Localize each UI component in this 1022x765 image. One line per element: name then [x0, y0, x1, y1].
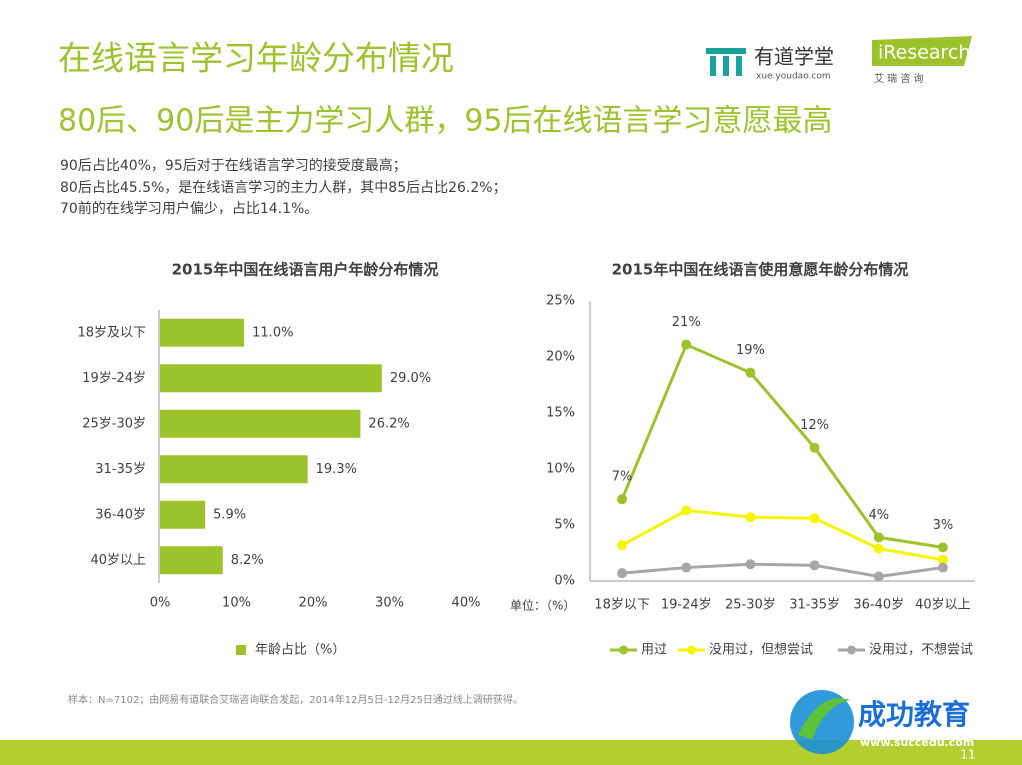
y-tick-label: 25%: [546, 294, 575, 309]
page-number: 11: [960, 748, 975, 762]
bar: [160, 409, 361, 438]
data-label: 26.2%: [368, 416, 409, 431]
data-label: 21%: [672, 315, 701, 330]
y-tick-label: 20%: [546, 350, 575, 365]
point: [873, 571, 884, 582]
legend-marker: [687, 645, 696, 655]
x-tick-label: 20%: [299, 596, 328, 611]
x-tick-label: 25-30岁: [725, 598, 776, 613]
point: [617, 494, 628, 505]
point: [745, 512, 756, 523]
bar: [160, 455, 308, 484]
point: [809, 442, 820, 453]
y-tick-label: 18岁及以下: [77, 325, 146, 340]
y-tick-label: 36-40岁: [95, 507, 146, 522]
bar: [160, 546, 223, 575]
logo-text: iResearch: [878, 42, 970, 64]
bar: [160, 500, 206, 529]
logo-url: www.succedu.com: [860, 736, 974, 749]
series-line: [621, 562, 944, 579]
legend-swatch: [236, 645, 246, 655]
x-tick-label: 40%: [452, 596, 481, 611]
bullet: 70前的在线学习用户偏少，占比14.1%。: [60, 200, 318, 217]
point: [809, 513, 820, 524]
point: [873, 532, 884, 543]
x-tick-label: 31-35岁: [789, 598, 840, 613]
y-tick-label: 19岁-24岁: [82, 371, 146, 386]
data-label: 12%: [800, 418, 829, 433]
y-tick-label: 15%: [546, 406, 575, 421]
x-tick-label: 10%: [222, 596, 251, 611]
bar: [160, 318, 245, 347]
bullet: 80后占比45.5%，是在线语言学习的主力人群，其中85后占比26.2%；: [60, 180, 507, 196]
bar: [160, 364, 382, 393]
point: [681, 339, 692, 350]
legend-label: 没用过，但想尝试: [709, 642, 813, 658]
slide-title: 在线语言学习年龄分布情况: [58, 39, 454, 78]
point: [617, 568, 628, 579]
y-tick-label: 40岁以上: [90, 553, 146, 568]
y-tick-label: 31-35岁: [95, 462, 146, 477]
data-label: 7%: [612, 470, 633, 485]
legend-marker: [847, 645, 856, 655]
data-label: 3%: [933, 518, 954, 533]
logo-text: 成功教育: [858, 698, 970, 731]
point: [937, 554, 948, 565]
succedu-logo: 成功教育 www.succedu.com: [790, 690, 974, 754]
source-note: 样本：N=7102；由网易有道联合艾瑞咨询联合发起，2014年12月5日-12月…: [68, 693, 523, 706]
logo-text: 有道学堂: [754, 45, 834, 69]
point: [809, 560, 820, 571]
legend-label: 用过: [641, 643, 667, 658]
iresearch-logo: iResearch 艾 瑞 咨 询: [872, 36, 972, 85]
point: [937, 562, 948, 573]
x-tick-label: 40岁以上: [915, 598, 971, 613]
x-tick-label: 30%: [375, 596, 404, 611]
y-tick-label: 0%: [554, 574, 575, 589]
point: [681, 562, 692, 573]
point: [873, 543, 884, 554]
data-label: 4%: [868, 508, 889, 523]
data-label: 29.0%: [390, 371, 431, 386]
point: [745, 559, 756, 570]
y-tick-label: 25岁-30岁: [82, 416, 146, 431]
x-tick-label: 19-24岁: [661, 598, 712, 613]
x-tick-label: 36-40岁: [853, 598, 904, 613]
chart-title: 2015年中国在线语言使用意愿年龄分布情况: [612, 261, 909, 279]
y-tick-label: 10%: [546, 462, 575, 477]
logo-url: xue.youdao.com: [756, 72, 831, 82]
x-tick-label: 18岁以下: [594, 598, 650, 613]
data-label: 5.9%: [213, 507, 246, 522]
footer-bar: [0, 740, 1022, 765]
point: [745, 367, 756, 378]
point: [681, 505, 692, 516]
x-tick-label: 0%: [150, 596, 171, 611]
slide-subtitle: 80后、90后是主力学习人群，95后在线语言学习意愿最高: [58, 104, 833, 139]
bullet: 90后占比40%，95后对于在线语言学习的接受度最高；: [60, 157, 407, 174]
data-label: 11.0%: [252, 325, 293, 340]
point: [617, 540, 628, 551]
youdao-logo: 有道学堂 xue.youdao.com: [706, 45, 834, 82]
data-label: 19%: [736, 343, 765, 358]
legend-marker: [619, 645, 628, 655]
unit-label: 单位：（%）: [510, 598, 575, 613]
series-line: [621, 508, 944, 562]
series-line: [620, 342, 944, 549]
legend-label: 没用过，不想尝试: [869, 642, 973, 658]
data-label: 8.2%: [231, 553, 264, 568]
y-tick-label: 5%: [554, 518, 575, 533]
legend-label: 年龄占比（%）: [255, 643, 345, 658]
point: [937, 542, 948, 553]
data-label: 19.3%: [316, 462, 357, 477]
chart-title: 2015年中国在线语言用户年龄分布情况: [172, 261, 439, 279]
logo-cn: 艾 瑞 咨 询: [874, 72, 924, 85]
